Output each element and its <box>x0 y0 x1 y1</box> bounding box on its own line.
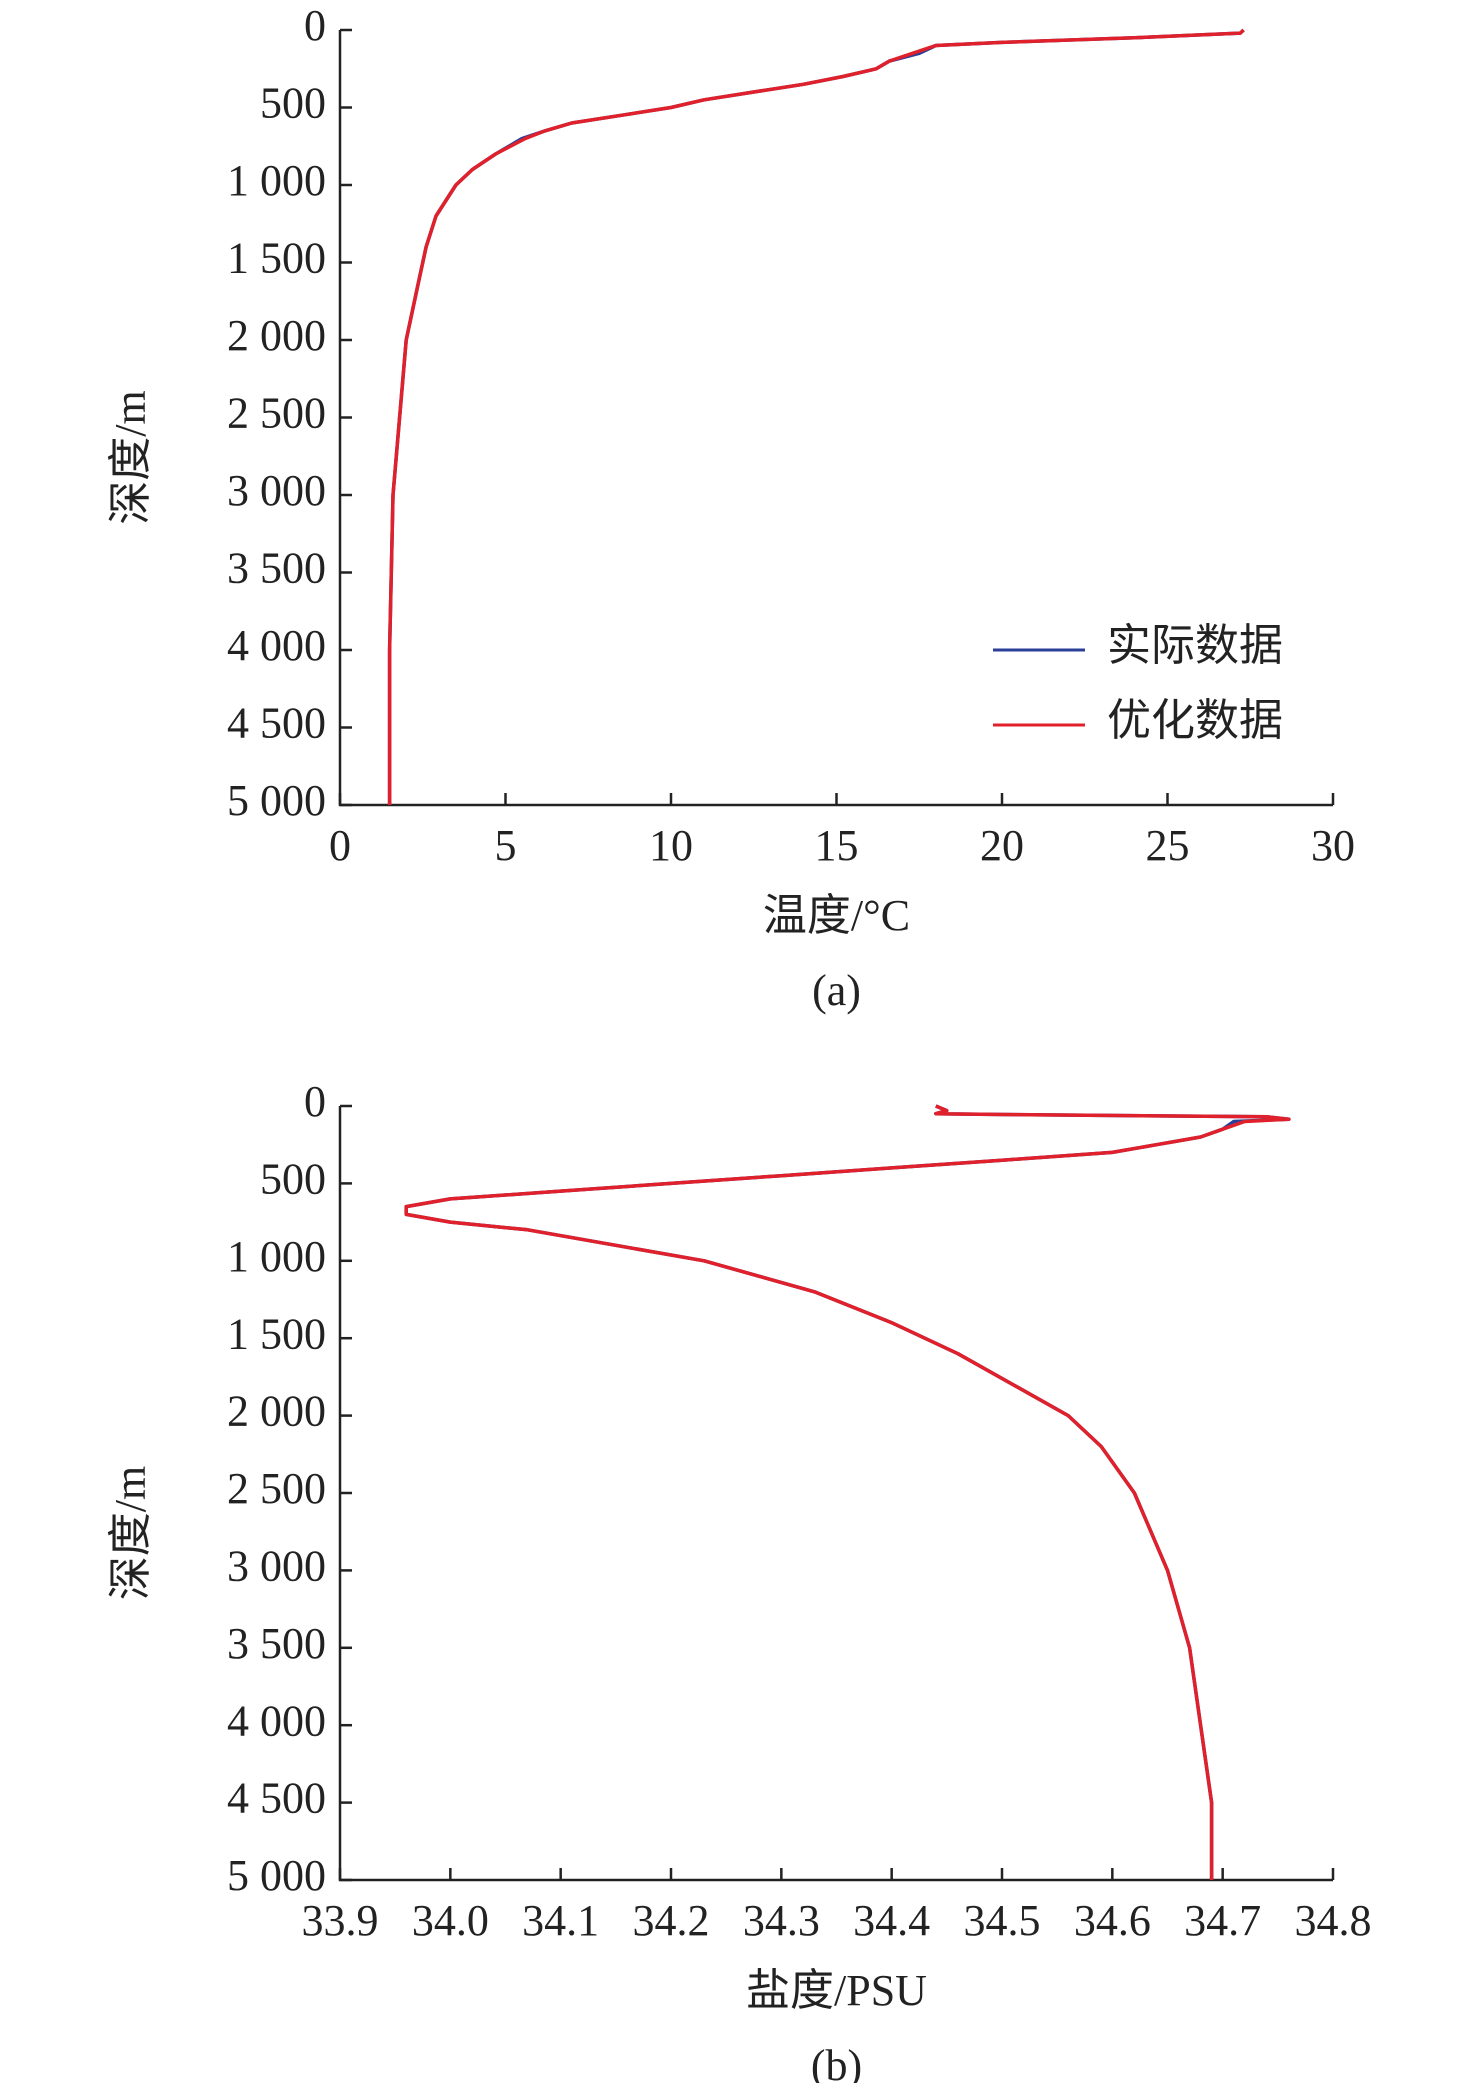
axis <box>338 1106 1333 1882</box>
y-tick-label: 2 500 <box>227 1464 326 1513</box>
y-tick-label: 500 <box>260 79 326 128</box>
axis <box>338 30 1333 807</box>
y-tick-label: 2 000 <box>227 1387 326 1436</box>
x-tick-label: 33.9 <box>302 1896 379 1945</box>
y-tick-label: 1 500 <box>227 234 326 283</box>
y-tick-label: 3 500 <box>227 1619 326 1668</box>
y-tick-label: 0 <box>304 1 326 50</box>
y-tick-label: 2 500 <box>227 389 326 438</box>
x-tick-label: 34.8 <box>1295 1896 1372 1945</box>
caption: (a) <box>812 966 861 1015</box>
x-tick-label: 34.5 <box>964 1896 1041 1945</box>
x-axis-title: 温度/°C <box>763 891 910 940</box>
y-tick-label: 3 000 <box>227 466 326 515</box>
x-tick-label: 34.7 <box>1184 1896 1261 1945</box>
y-tick-label: 4 000 <box>227 621 326 670</box>
y-axis-title: 深度/m <box>106 390 155 524</box>
line <box>404 1104 1291 1880</box>
y-tick-label: 2 000 <box>227 311 326 360</box>
y-tick-label: 1 000 <box>227 1232 326 1281</box>
x-tick-label: 34.4 <box>853 1896 930 1945</box>
y-tick-label: 4 500 <box>227 699 326 748</box>
legend-label: 实际数据 <box>1107 621 1283 670</box>
line <box>387 28 1245 805</box>
y-tick-label: 1 500 <box>227 1309 326 1358</box>
y-tick-label: 5 000 <box>227 1851 326 1900</box>
y-tick-label: 3 500 <box>227 544 326 593</box>
x-tick-label: 0 <box>329 821 351 870</box>
legend-label: 优化数据 <box>1107 696 1283 745</box>
x-tick-label: 10 <box>649 821 693 870</box>
x-tick-label: 15 <box>815 821 859 870</box>
x-tick-label: 34.1 <box>522 1896 599 1945</box>
caption: (b) <box>811 2041 862 2083</box>
y-tick-label: 500 <box>260 1154 326 1203</box>
x-tick-label: 5 <box>495 821 517 870</box>
line <box>387 28 1245 805</box>
x-tick-label: 34.2 <box>633 1896 710 1945</box>
y-tick-label: 4 000 <box>227 1696 326 1745</box>
x-axis-title: 盐度/PSU <box>746 1966 927 2015</box>
x-tick-label: 25 <box>1146 821 1190 870</box>
x-tick-label: 30 <box>1311 821 1355 870</box>
x-tick-label: 34.3 <box>743 1896 820 1945</box>
y-tick-label: 0 <box>304 1077 326 1126</box>
y-axis-title: 深度/m <box>106 1466 155 1600</box>
x-tick-label: 34.0 <box>412 1896 489 1945</box>
y-tick-label: 4 500 <box>227 1774 326 1823</box>
y-tick-label: 5 000 <box>227 776 326 825</box>
x-tick-label: 34.6 <box>1074 1896 1151 1945</box>
y-tick-label: 1 000 <box>227 156 326 205</box>
line <box>404 1104 1291 1880</box>
y-tick-label: 3 000 <box>227 1541 326 1590</box>
x-tick-label: 20 <box>980 821 1024 870</box>
